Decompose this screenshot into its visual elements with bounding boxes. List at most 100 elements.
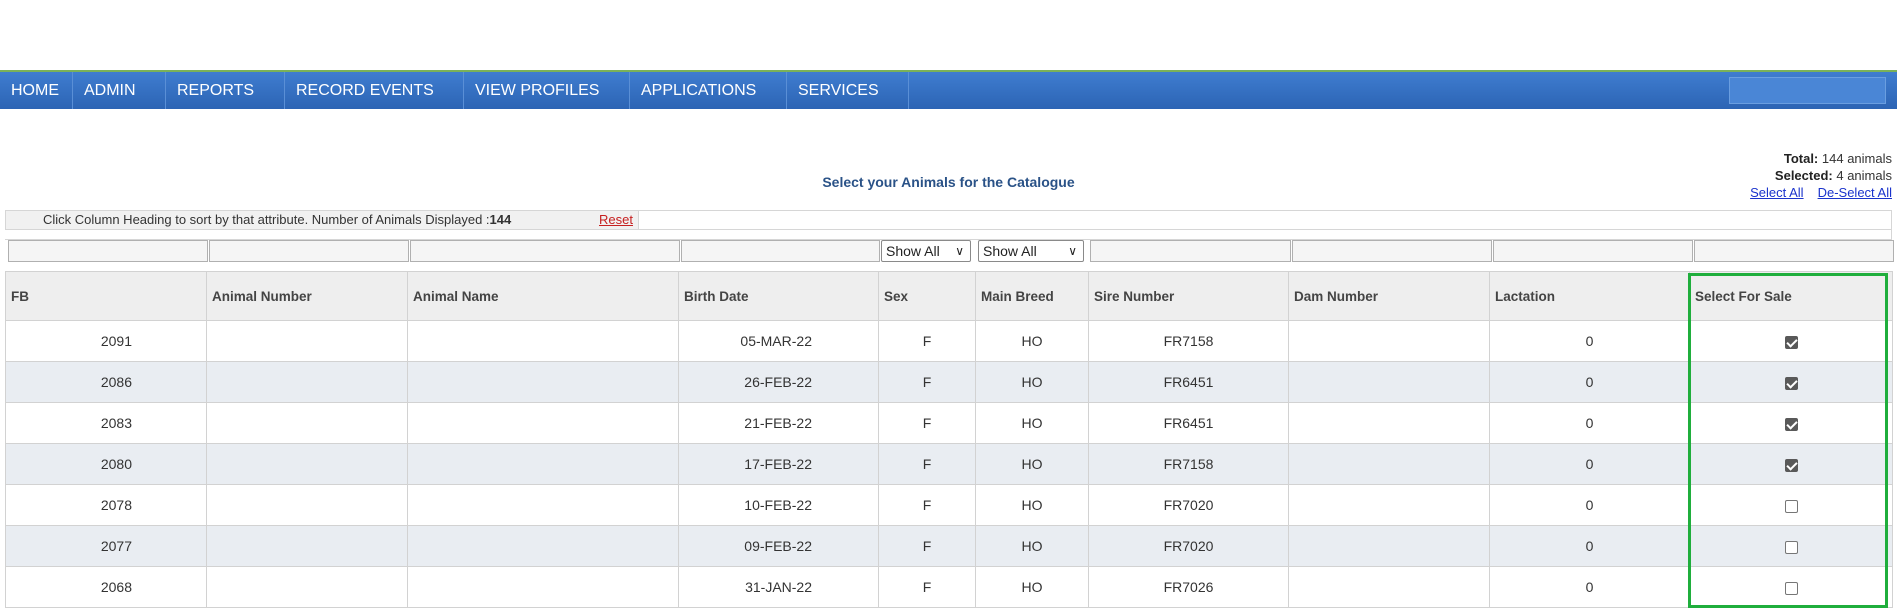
cell-main-breed: HO (976, 567, 1089, 608)
cell-dam-number (1289, 567, 1490, 608)
cell-fb: 2077 (6, 526, 207, 567)
cell-animal-name (408, 362, 679, 403)
column-header-main-breed[interactable]: Main Breed (976, 272, 1089, 321)
column-header-dam-number[interactable]: Dam Number (1289, 272, 1490, 321)
cell-animal-number (207, 403, 408, 444)
cell-animal-name (408, 567, 679, 608)
filter-select-for-sale[interactable] (1694, 240, 1894, 262)
cell-select-for-sale (1690, 403, 1893, 444)
animals-displayed-count: 144 (490, 212, 512, 227)
cell-dam-number (1289, 526, 1490, 567)
cell-dam-number (1289, 403, 1490, 444)
select-for-sale-checkbox[interactable] (1785, 336, 1798, 349)
cell-animal-number (207, 567, 408, 608)
cell-birth-date: 26-FEB-22 (679, 362, 879, 403)
animals-table: FB Animal Number Animal Name Birth Date … (5, 271, 1893, 608)
filter-animal-name[interactable] (410, 240, 680, 262)
cell-birth-date: 10-FEB-22 (679, 485, 879, 526)
cell-sire-number: FR7020 (1089, 526, 1289, 567)
column-header-select-for-sale[interactable]: Select For Sale (1690, 272, 1893, 321)
nav-item-reports[interactable]: REPORTS (166, 72, 285, 109)
cell-main-breed: HO (976, 321, 1089, 362)
column-header-sex[interactable]: Sex (879, 272, 976, 321)
filter-fb[interactable] (8, 240, 208, 262)
column-header-sire-number[interactable]: Sire Number (1089, 272, 1289, 321)
cell-fb: 2078 (6, 485, 207, 526)
cell-sex: F (879, 485, 976, 526)
cell-lactation: 0 (1490, 526, 1690, 567)
nav-item-home[interactable]: HOME (0, 72, 73, 109)
table-row: 2077 09-FEB-22 F HO FR7020 0 (6, 526, 1893, 567)
nav-item-view-profiles[interactable]: VIEW PROFILES (464, 72, 630, 109)
cell-lactation: 0 (1490, 403, 1690, 444)
cell-lactation: 0 (1490, 362, 1690, 403)
reset-link[interactable]: Reset (599, 211, 633, 229)
animals-table-body: 2091 05-MAR-22 F HO FR7158 0 2086 26-FEB-22 F HO F… (6, 321, 1893, 608)
select-for-sale-checkbox[interactable] (1785, 459, 1798, 472)
cell-animal-name (408, 526, 679, 567)
table-row: 2068 31-JAN-22 F HO FR7026 0 (6, 567, 1893, 608)
nav-item-record-events[interactable]: RECORD EVENTS (285, 72, 464, 109)
select-for-sale-checkbox[interactable] (1785, 541, 1798, 554)
cell-select-for-sale (1690, 567, 1893, 608)
column-header-animal-name[interactable]: Animal Name (408, 272, 679, 321)
cell-main-breed: HO (976, 444, 1089, 485)
cell-sex: F (879, 567, 976, 608)
cell-dam-number (1289, 362, 1490, 403)
nav-item-applications[interactable]: APPLICATIONS (630, 72, 787, 109)
cell-sex: F (879, 362, 976, 403)
cell-animal-name (408, 485, 679, 526)
cell-sire-number: FR7158 (1089, 321, 1289, 362)
cell-select-for-sale (1690, 444, 1893, 485)
cell-lactation: 0 (1490, 321, 1690, 362)
sort-info-bar: Click Column Heading to sort by that att… (5, 210, 639, 230)
cell-birth-date: 31-JAN-22 (679, 567, 879, 608)
chevron-down-icon: ∨ (1068, 241, 1077, 261)
nav-item-admin[interactable]: ADMIN (73, 72, 166, 109)
filter-sex-select[interactable]: Show All ∨ (881, 240, 971, 262)
cell-animal-number (207, 362, 408, 403)
filter-birth-date[interactable] (681, 240, 880, 262)
total-value: 144 animals (1822, 151, 1892, 166)
sort-info-text: Click Column Heading to sort by that att… (43, 212, 490, 227)
cell-select-for-sale (1690, 362, 1893, 403)
cell-animal-name (408, 403, 679, 444)
filter-sire-number[interactable] (1090, 240, 1291, 262)
select-for-sale-checkbox[interactable] (1785, 418, 1798, 431)
filter-breed-value: Show All (983, 243, 1037, 259)
cell-animal-name (408, 444, 679, 485)
cell-main-breed: HO (976, 526, 1089, 567)
cell-birth-date: 05-MAR-22 (679, 321, 879, 362)
table-row: 2091 05-MAR-22 F HO FR7158 0 (6, 321, 1893, 362)
chevron-down-icon: ∨ (955, 241, 964, 261)
cell-select-for-sale (1690, 321, 1893, 362)
cell-animal-number (207, 321, 408, 362)
filter-animal-number[interactable] (209, 240, 409, 262)
cell-fb: 2068 (6, 567, 207, 608)
cell-fb: 2080 (6, 444, 207, 485)
select-for-sale-checkbox[interactable] (1785, 377, 1798, 390)
cell-sex: F (879, 526, 976, 567)
cell-fb: 2086 (6, 362, 207, 403)
cell-sire-number: FR7158 (1089, 444, 1289, 485)
cell-animal-number (207, 485, 408, 526)
cell-lactation: 0 (1490, 485, 1690, 526)
nav-item-services[interactable]: SERVICES (787, 72, 909, 109)
filter-lactation[interactable] (1493, 240, 1693, 262)
cell-select-for-sale (1690, 485, 1893, 526)
select-for-sale-checkbox[interactable] (1785, 582, 1798, 595)
separator-row (5, 230, 1892, 240)
column-header-lactation[interactable]: Lactation (1490, 272, 1690, 321)
filter-breed-select[interactable]: Show All ∨ (978, 240, 1084, 262)
column-header-animal-number[interactable]: Animal Number (207, 272, 408, 321)
select-for-sale-checkbox[interactable] (1785, 500, 1798, 513)
column-header-fb[interactable]: FB (6, 272, 207, 321)
cell-sex: F (879, 321, 976, 362)
filter-dam-number[interactable] (1292, 240, 1492, 262)
column-header-birth-date[interactable]: Birth Date (679, 272, 879, 321)
cell-sire-number: FR7026 (1089, 567, 1289, 608)
cell-select-for-sale (1690, 526, 1893, 567)
nav-search-box[interactable] (1729, 77, 1886, 104)
cell-birth-date: 17-FEB-22 (679, 444, 879, 485)
cell-sire-number: FR7020 (1089, 485, 1289, 526)
